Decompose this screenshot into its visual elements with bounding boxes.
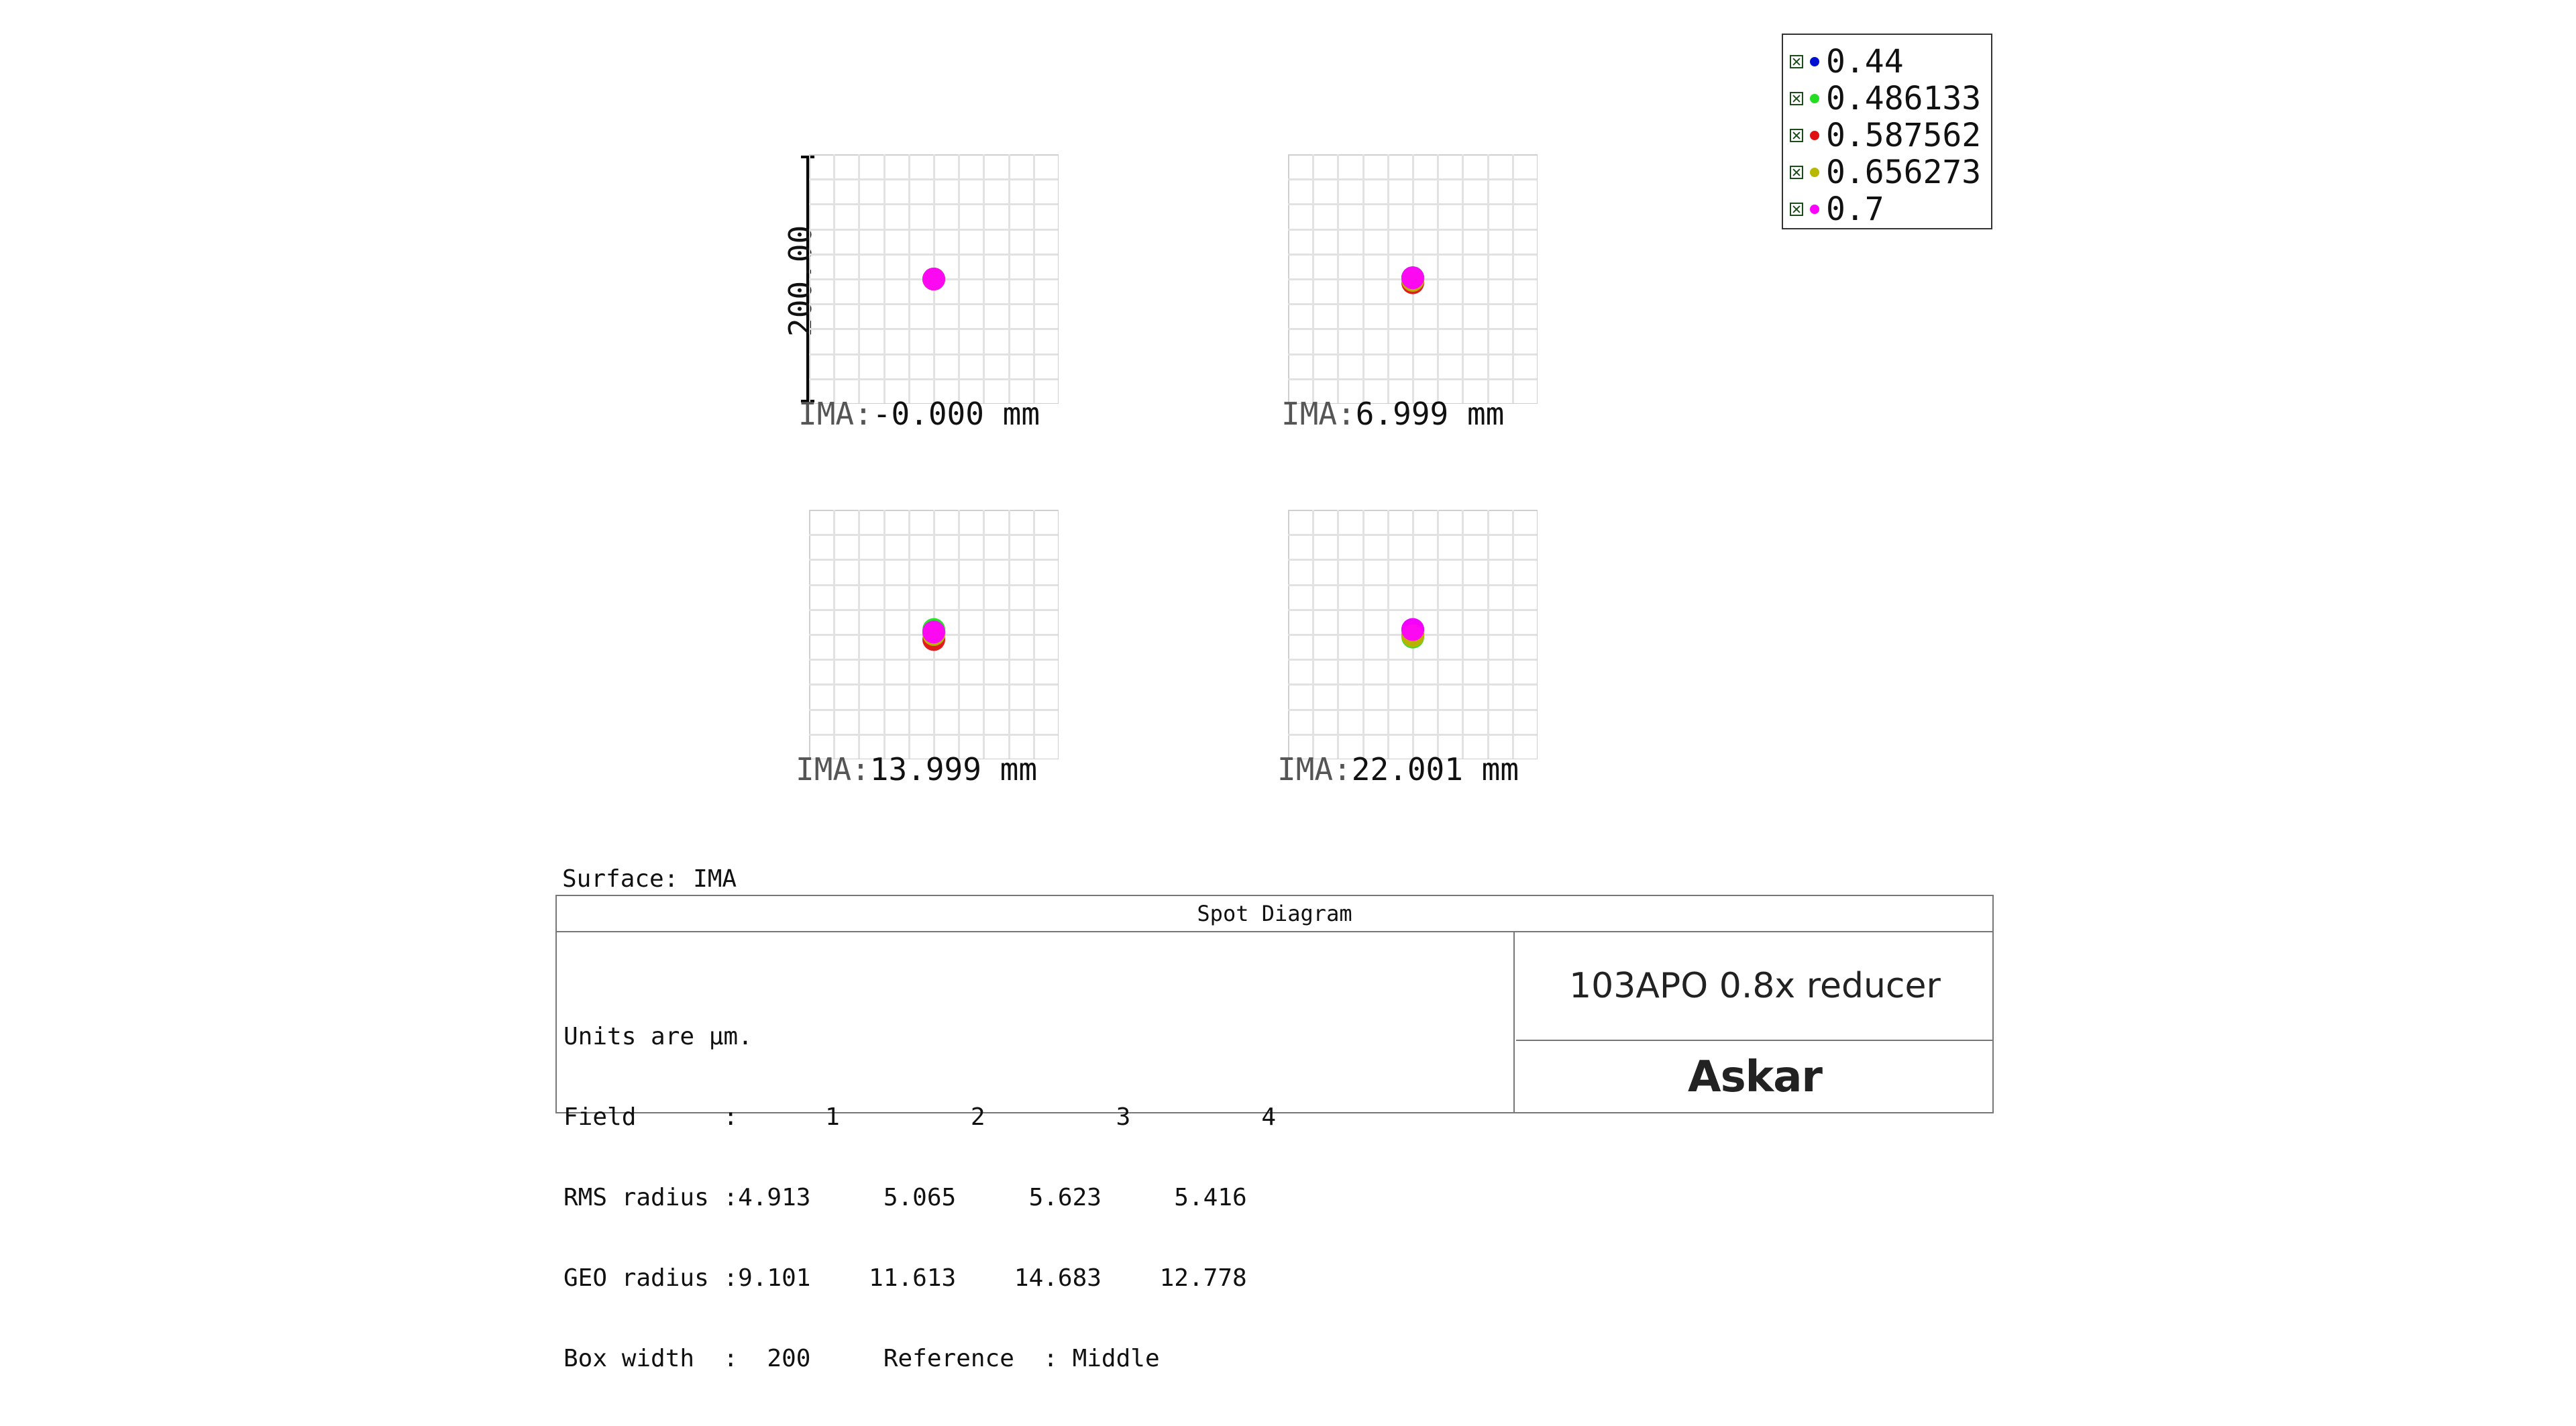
checkbox-icon[interactable] — [1790, 165, 1803, 179]
legend-label: 0.44 — [1826, 42, 1904, 80]
logo-container: Askar — [1516, 1041, 1994, 1113]
info-line-geo: GEO radius :9.101 11.613 14.683 12.778 — [564, 1264, 1247, 1292]
legend-item[interactable]: 0.7 — [1790, 190, 1991, 227]
info-left: Units are µm. Field : 1 2 3 4 RMS radius… — [557, 932, 1515, 1372]
info-box: Spot Diagram Units are µm. Field : 1 2 3… — [555, 895, 1994, 1372]
spot-panel-1 — [809, 154, 1059, 404]
spot-svg-3 — [809, 510, 1059, 759]
legend-item[interactable]: 0.486133 — [1790, 80, 1991, 117]
info-line-units: Units are µm. — [564, 1023, 753, 1050]
legend-item[interactable]: 0.44 — [1790, 43, 1991, 80]
legend-label: 0.656273 — [1826, 153, 1982, 191]
checkbox-icon[interactable] — [1790, 54, 1803, 68]
field-label-1-prefix: IMA: — [798, 396, 873, 432]
spot-0.7 — [922, 620, 945, 644]
field-label-2-prefix: IMA: — [1281, 396, 1356, 432]
checkbox-icon[interactable] — [1790, 128, 1803, 142]
field-label-3-prefix: IMA: — [796, 751, 870, 787]
legend-item[interactable]: 0.587562 — [1790, 117, 1991, 154]
legend-swatch — [1810, 56, 1819, 66]
info-lines: Units are µm. Field : 1 2 3 4 RMS radius… — [564, 970, 1276, 1426]
spot-svg-1 — [809, 154, 1059, 404]
info-line-rms: RMS radius :4.913 5.065 5.623 5.416 — [564, 1184, 1247, 1211]
askar-logo: Askar — [1688, 1052, 1823, 1102]
legend-label: 0.7 — [1826, 190, 1884, 228]
spot-panel-3 — [809, 510, 1059, 759]
system-name: 103APO 0.8x reducer — [1516, 932, 1994, 1041]
field-label-2-value: 6.999 mm — [1355, 396, 1505, 432]
checkbox-icon[interactable] — [1790, 202, 1803, 216]
field-label-3: IMA:13.999 mm — [796, 754, 1037, 785]
legend-label: 0.486133 — [1826, 79, 1982, 117]
legend-label: 0.587562 — [1826, 116, 1982, 154]
info-line-box: Box width : 200 Reference : Middle — [564, 1345, 1160, 1372]
scale-bar — [801, 156, 814, 402]
spot-panel-4 — [1288, 510, 1538, 759]
field-label-4-value: 22.001 mm — [1351, 751, 1519, 787]
field-label-4-prefix: IMA: — [1277, 751, 1352, 787]
spot-svg-4 — [1288, 510, 1538, 759]
legend: 0.44 0.486133 0.587562 0.656273 0.7 — [1782, 34, 1992, 229]
legend-swatch — [1810, 204, 1819, 214]
field-label-3-value: 13.999 mm — [869, 751, 1038, 787]
field-label-4: IMA:22.001 mm — [1277, 754, 1519, 785]
info-title: Spot Diagram — [557, 896, 1992, 932]
spot-0.7 — [1401, 618, 1424, 641]
legend-swatch — [1810, 93, 1819, 103]
info-line-field: Field : 1 2 3 4 — [564, 1103, 1277, 1131]
checkbox-icon[interactable] — [1790, 91, 1803, 105]
spot-0.7 — [922, 268, 945, 290]
legend-swatch — [1810, 167, 1819, 177]
field-label-2: IMA:6.999 mm — [1281, 398, 1504, 429]
field-label-1-value: -0.000 mm — [872, 396, 1040, 432]
spot-svg-2 — [1288, 154, 1538, 404]
surface-label: Surface: IMA — [562, 865, 737, 893]
field-label-1: IMA:-0.000 mm — [798, 398, 1040, 429]
legend-item[interactable]: 0.656273 — [1790, 154, 1991, 190]
spot-panel-2 — [1288, 154, 1538, 404]
legend-swatch — [1810, 130, 1819, 140]
spot-0.7 — [1401, 266, 1424, 290]
